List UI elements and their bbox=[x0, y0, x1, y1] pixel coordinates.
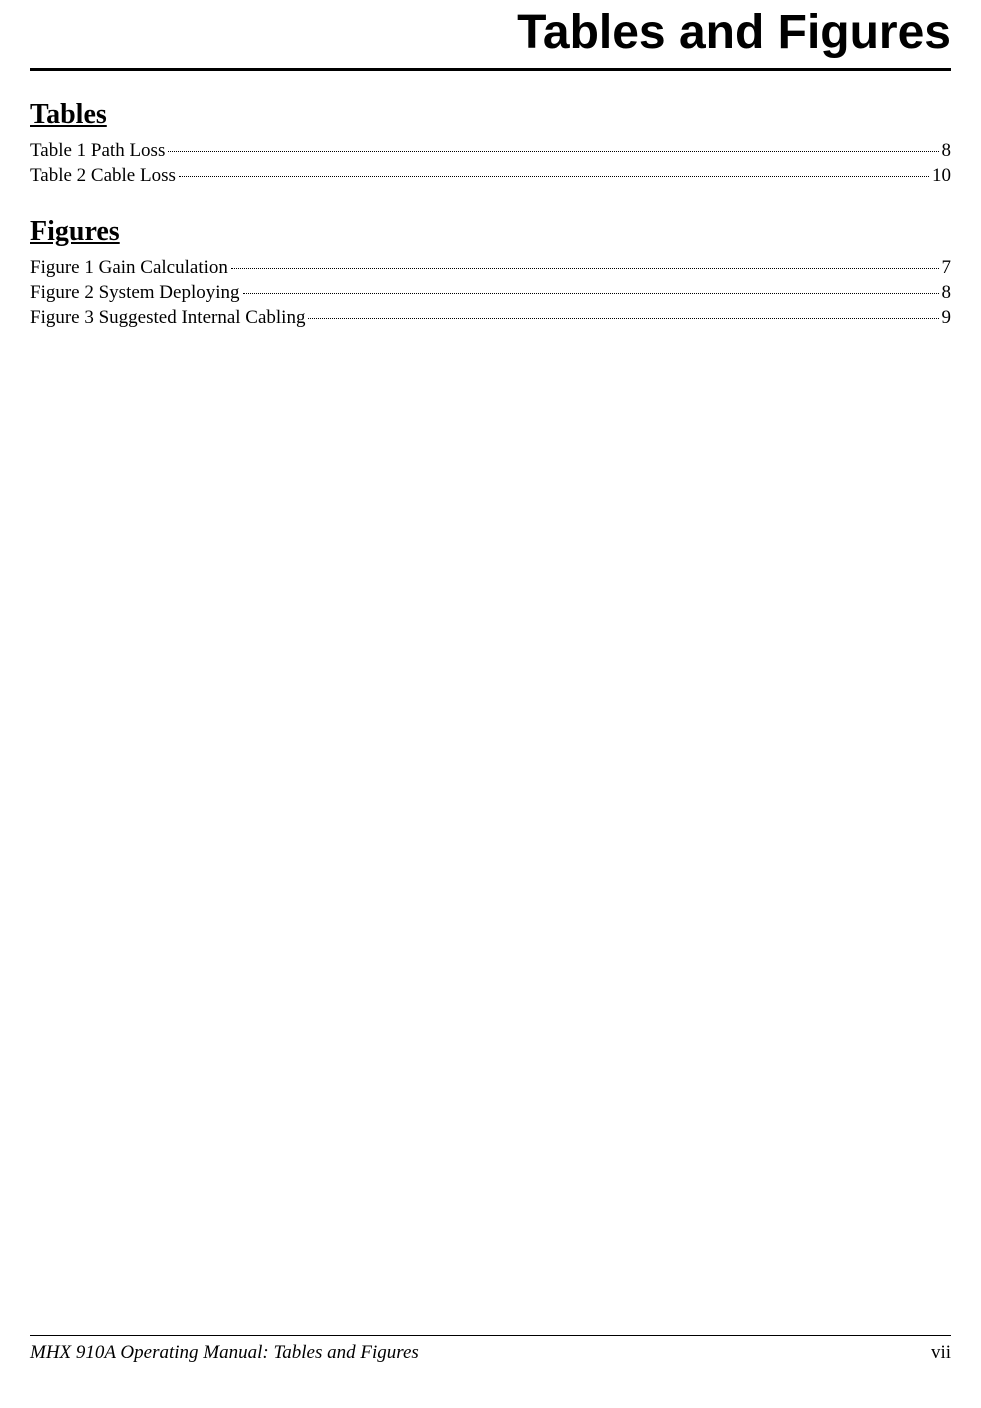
toc-entry: Table 2 Cable Loss 10 bbox=[30, 164, 951, 189]
toc-entry-page: 8 bbox=[942, 281, 952, 306]
toc-leader-dots bbox=[308, 318, 938, 319]
figures-section: Figures Figure 1 Gain Calculation 7 Figu… bbox=[30, 216, 951, 330]
toc-entry: Table 1 Path Loss 8 bbox=[30, 139, 951, 164]
footer-page-number: vii bbox=[931, 1342, 951, 1364]
toc-entry-label: Table 2 Cable Loss bbox=[30, 164, 176, 189]
toc-entry-label: Table 1 Path Loss bbox=[30, 139, 165, 164]
toc-entry-label: Figure 3 Suggested Internal Cabling bbox=[30, 306, 305, 331]
figures-heading: Figures bbox=[30, 216, 951, 248]
toc-leader-dots bbox=[243, 293, 939, 294]
toc-entry: Figure 2 System Deploying 8 bbox=[30, 281, 951, 306]
toc-entry: Figure 3 Suggested Internal Cabling 9 bbox=[30, 306, 951, 331]
toc-entry-page: 7 bbox=[942, 256, 952, 281]
tables-heading: Tables bbox=[30, 99, 951, 131]
toc-entry-page: 8 bbox=[942, 139, 952, 164]
toc-leader-dots bbox=[231, 268, 939, 269]
toc-entry: Figure 1 Gain Calculation 7 bbox=[30, 256, 951, 281]
tables-section: Tables Table 1 Path Loss 8 Table 2 Cable… bbox=[30, 99, 951, 188]
toc-leader-dots bbox=[168, 151, 938, 152]
page-footer: MHX 910A Operating Manual: Tables and Fi… bbox=[30, 1335, 951, 1364]
toc-leader-dots bbox=[179, 176, 929, 177]
toc-entry-label: Figure 1 Gain Calculation bbox=[30, 256, 228, 281]
page-title: Tables and Figures bbox=[30, 0, 951, 71]
toc-entry-page: 10 bbox=[932, 164, 951, 189]
toc-entry-page: 9 bbox=[942, 306, 952, 331]
toc-entry-label: Figure 2 System Deploying bbox=[30, 281, 240, 306]
footer-left: MHX 910A Operating Manual: Tables and Fi… bbox=[30, 1342, 419, 1364]
